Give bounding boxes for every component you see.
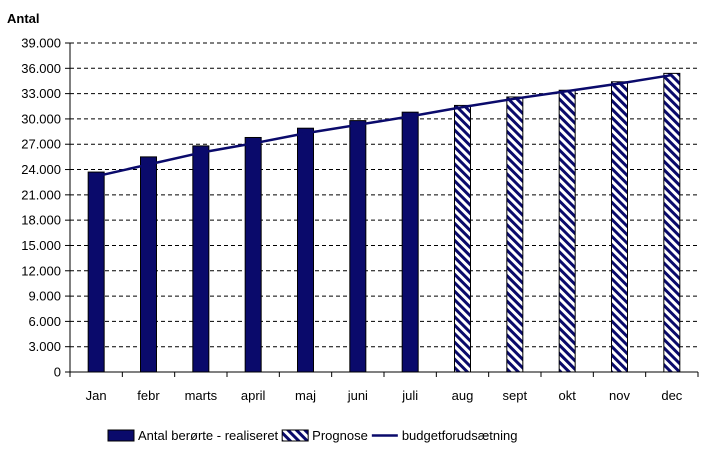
x-tick-label: dec [661,388,682,403]
realiseret-bar [349,120,367,373]
x-tick-label: febr [137,388,160,403]
legend-label: budgetforudsætning [402,428,518,443]
y-tick-label: 33.000 [21,86,61,101]
y-tick-label: 3.000 [28,339,61,354]
x-tick-label: juli [401,388,418,403]
prognose-bar [506,96,524,373]
y-tick-label: 0 [54,365,61,380]
prognose-bar [454,104,471,373]
x-tick-label: april [241,388,266,403]
y-tick-label: 39.000 [21,36,61,51]
x-tick-label: juni [347,388,368,403]
axes [69,43,698,373]
legend: Antal berørte - realiseret Prognose budget… [107,428,518,443]
y-tick-label: 12.000 [21,263,61,278]
bars [87,72,681,373]
realiseret-bar [192,145,210,373]
y-tick-label: 21.000 [21,187,61,202]
prognose-bar [558,89,576,373]
legend-swatch [107,429,135,442]
y-tick-label: 30.000 [21,111,61,126]
prognose-bar [663,72,681,373]
legend-swatch [281,429,309,442]
x-tick-label: maj [295,388,316,403]
legend-label: Antal berørte - realiseret [138,428,279,443]
realiseret-bar [87,171,105,373]
y-tick-label: 27.000 [21,137,61,152]
y-tick-label: 18.000 [21,213,61,228]
y-tick-label: 24.000 [21,162,61,177]
x-axis-ticks: Jan febr marts april maj juni juli aug sept okt no… [69,372,699,403]
realiseret-bar [401,111,419,373]
legend-label: Prognose [312,428,368,443]
budget-line [95,73,673,178]
realiseret-bar [140,156,157,373]
realiseret-bar [297,127,314,373]
y-tick-label: 15.000 [21,238,61,253]
x-tick-label: aug [452,388,474,403]
realiseret-bar [244,136,262,373]
y-tick-label: 9.000 [28,289,61,304]
x-tick-label: okt [558,388,576,403]
prognose-bar [611,81,628,373]
x-tick-label: nov [609,388,630,403]
line-series [95,73,673,178]
x-tick-label: marts [185,388,218,403]
x-tick-label: sept [503,388,528,403]
x-tick-label: Jan [86,388,107,403]
y-axis-ticks: 0 3.000 6.000 9.000 12.000 15.000 18.000 21.000… [21,36,70,380]
y-tick-label: 36.000 [21,61,61,76]
grid-lines [70,42,698,348]
y-tick-label: 6.000 [28,314,61,329]
y-axis-title: Antal [7,11,40,26]
